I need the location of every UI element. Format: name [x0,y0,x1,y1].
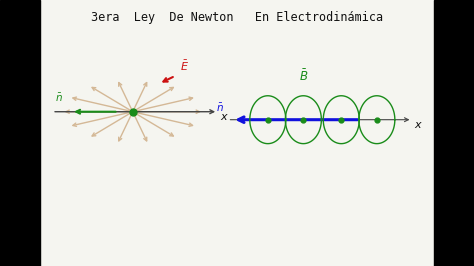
Text: $\bar{E}$: $\bar{E}$ [180,59,189,73]
Bar [434,0,474,266]
Bar [0,0,40,266]
Text: x: x [415,120,421,130]
Text: $\bar{n}$: $\bar{n}$ [217,102,224,114]
Text: 3era  Ley  De Newton   En Electrodinámica: 3era Ley De Newton En Electrodinámica [91,11,383,24]
Text: $\bar{n}$: $\bar{n}$ [55,92,63,104]
Text: $\bar{B}$: $\bar{B}$ [299,68,308,84]
Text: x: x [220,112,227,122]
